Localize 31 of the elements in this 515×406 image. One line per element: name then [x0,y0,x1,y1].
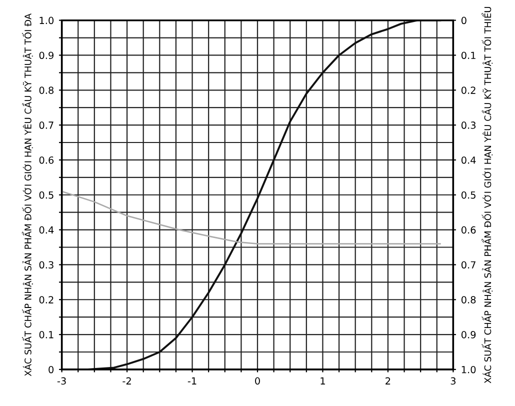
y2-tick-label: 0.1 [461,52,476,60]
y2-tick-label: 0.4 [461,156,476,164]
y-axis-title: XÁC SUẤT CHẤP NHẬN SẢN PHẨM ĐỐI VỚI GIỚI HẠN YÊU CẦU KỸ THUẬT TỐI ĐA [22,13,33,376]
y2-tick-label: 0.7 [461,261,476,269]
x-tick-label: 0 [255,377,260,385]
y-tick-label: 0.4 [39,226,54,234]
x-tick-label: 2 [386,377,390,384]
x-tick-label: -3 [57,377,66,385]
y-tick-label: 0.2 [39,296,54,304]
y2-tick-label: 0.3 [461,122,476,129]
y-tick-label: 1.0 [40,16,54,24]
y2-tick-label: 0.9 [461,331,476,338]
y-tick-label: 0.7 [39,122,54,129]
y-tick-label: 0.8 [39,86,54,94]
y-tick-label: 0.1 [39,331,54,338]
y2-axis-title: XÁC SUẤT CHẤP NHẬN SẢN PHẨM ĐỐI VỚI GIỚI HẠN YÊU CẦU KỸ THUẬT TỐI THIỂU [482,7,493,384]
y2-tick-label: 1.0 [462,366,476,374]
x-tick-label: -1 [188,377,196,384]
x-tick-label: 1 [320,377,325,384]
y2-tick-label: 0.8 [461,296,476,304]
y2-tick-label: 0.5 [461,191,476,199]
y-tick-label: 0.5 [39,191,54,199]
y2-tick-label: 0 [461,16,466,24]
y-tick-label: 0.3 [39,261,54,269]
y2-tick-label: 0.6 [461,226,476,234]
x-tick-label: 3 [450,377,456,385]
y-tick-label: 0.9 [39,52,54,60]
x-tick-label: -2 [122,377,131,384]
y-tick-label: 0 [48,366,54,374]
y2-tick-label: 0.2 [461,86,476,94]
y-tick-label: 0.6 [39,156,54,164]
